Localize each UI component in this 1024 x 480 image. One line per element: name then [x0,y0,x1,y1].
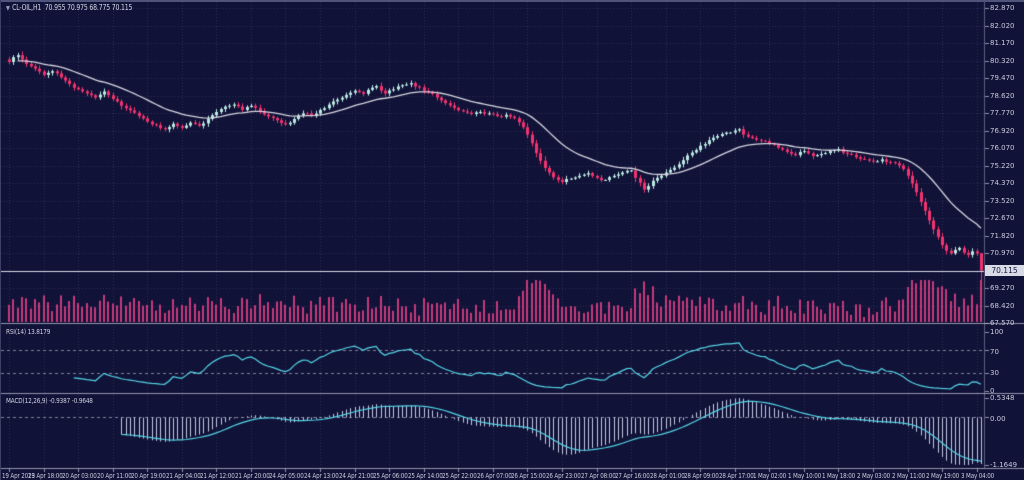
current-price-tag: 70.115 [985,265,1024,276]
price-axis-label: 75.220 [990,161,1015,170]
time-axis-label: 24 Apr 13:00 [304,472,339,480]
time-axis-label: 2 May 03:00 [857,472,891,480]
rsi-axis-label: 70 [990,348,999,356]
rsi-indicator-label: RSI(14) 13.8179 [6,328,51,336]
rsi-axis-label: 30 [990,369,999,377]
price-axis-label: 73.520 [990,196,1015,205]
time-axis-label: 3 May 04:00 [960,472,994,480]
time-axis-label: 24 Apr 05:00 [269,472,305,480]
price-axis-label: 72.670 [990,214,1015,222]
macd-axis-label: -1.1649 [990,461,1018,469]
window-top-edge [1,0,1024,2]
time-axis-label: 24 Apr 21:00 [338,472,374,480]
time-axis-label: 27 Apr 08:00 [580,472,616,480]
ohlc-values-label: 70.955 70.975 68.775 70.115 [44,3,133,12]
time-axis-label: 26 Apr 23:00 [545,472,581,480]
time-axis-label: 19 Apr 18:00 [27,472,63,480]
price-axis-label: 69.270 [990,284,1015,292]
time-axis-label: 20 Apr 19:00 [131,472,166,480]
price-axis-label: 81.170 [990,39,1015,47]
price-axis-label: 82.870 [990,4,1015,12]
time-axis-label: 21 Apr 12:00 [200,472,235,480]
time-axis-label: 2 May 11:00 [891,472,925,480]
time-axis-label: 28 Apr 17:00 [718,472,754,480]
time-axis-label: 1 May 18:00 [822,472,856,480]
price-axis-label: 82.020 [990,21,1015,30]
time-axis-label: 21 Apr 04:00 [165,472,201,480]
price-axis[interactable]: 82.870 82.020 81.170 80.320 79.470 78.620 77.7… [985,0,1024,469]
time-axis-label: 19 Apr 2023 [2,472,35,480]
time-axis-label: 26 Apr 15:00 [511,472,546,480]
price-axis-label: 68.420 [990,301,1015,310]
price-axis-label: 67.570 [990,319,1015,327]
price-axis-label: 70.970 [990,249,1015,257]
macd-axis-label: 0.00 [990,415,1006,423]
macd-indicator-label: MACD(12,26,9) -0.9387 -0.9648 [6,397,93,405]
rsi-axis-label: 100 [990,328,1004,336]
time-axis-label: 1 May 02:00 [753,472,787,480]
dropdown-marker-icon: ▼ [6,5,10,12]
time-axis-label: 2 May 19:00 [926,472,960,480]
rsi-axis-label: 0 [990,387,995,395]
time-axis-label: 27 Apr 16:00 [615,472,650,480]
price-axis-label: 79.470 [990,74,1015,82]
time-axis-label: 25 Apr 22:00 [442,472,477,480]
price-axis-label: 80.320 [990,56,1015,65]
time-axis-label: 1 May 10:00 [787,472,821,480]
price-axis-label: 76.920 [990,126,1015,135]
time-axis-label: 25 Apr 14:00 [407,472,443,480]
chart-header-label: ▼ CL-OIL,H1 70.955 70.975 68.775 70.115 [6,3,132,13]
time-axis[interactable]: 19 Apr 2023 19 Apr 18:00 20 Apr 03:00 20 Ap… [1,468,1024,480]
time-axis-label: 28 Apr 09:00 [684,472,719,480]
price-axis-label: 71.820 [990,231,1015,240]
symbol-period-label: CL-OIL,H1 [12,3,42,12]
price-axis-label: 74.370 [990,179,1015,187]
time-axis-label: 20 Apr 11:00 [96,472,132,480]
macd-axis-label: 0.5348 [990,394,1015,402]
price-axis-label: 76.070 [990,144,1015,152]
time-axis-label: 26 Apr 07:00 [476,472,512,480]
time-axis-label: 20 Apr 03:00 [62,472,97,480]
price-axis-label: 77.770 [990,109,1015,117]
time-axis-label: 25 Apr 06:00 [373,472,408,480]
price-axis-label: 78.620 [990,91,1015,100]
time-axis-label: 28 Apr 01:00 [649,472,685,480]
time-axis-label: 21 Apr 20:00 [234,472,270,480]
